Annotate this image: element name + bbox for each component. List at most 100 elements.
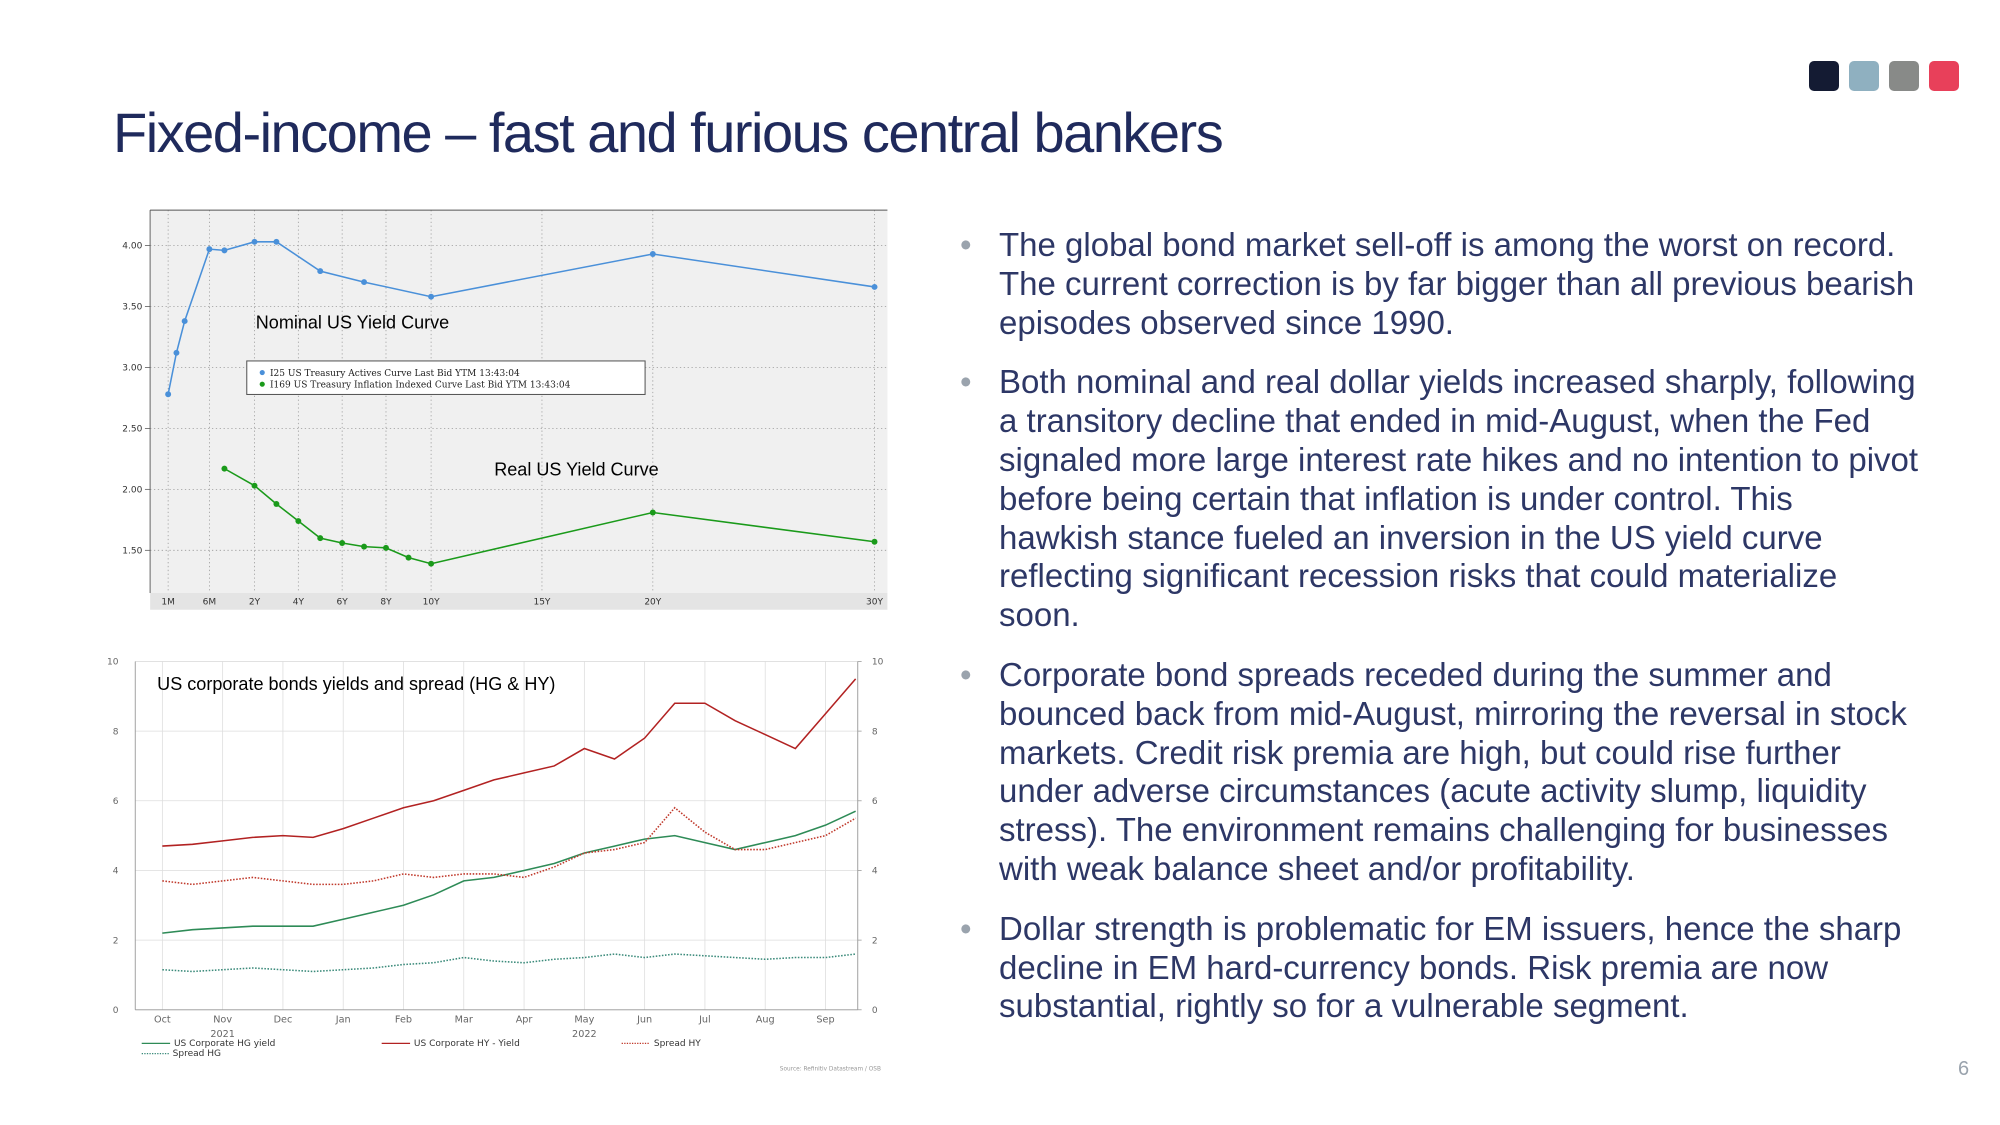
axis-strip [150, 592, 888, 610]
data-point [871, 283, 878, 290]
x-tick-label: Jan [335, 1015, 351, 1026]
legend-label: I25 US Treasury Actives Curve Last Bid Y… [270, 369, 520, 379]
legend-label: US Corporate HG yield [174, 1039, 275, 1049]
x-tick-label: 20Y [644, 598, 661, 608]
y-tick-label: 2.50 [122, 425, 142, 435]
x-sublabel: 2022 [572, 1029, 597, 1040]
y-tick-label: 8 [113, 727, 119, 737]
brand-square [1929, 61, 1959, 91]
data-point [361, 543, 368, 550]
data-point [181, 318, 188, 325]
y-tick-label: 6 [113, 797, 119, 807]
data-point [361, 279, 368, 286]
x-sublabel: 2021 [210, 1029, 235, 1040]
source: Source: Refinitiv Datastream / OSB [780, 1066, 881, 1072]
data-point [295, 518, 302, 525]
x-tick-label: 8Y [380, 598, 392, 608]
data-point [383, 544, 389, 551]
x-tick-label: Mar [455, 1015, 473, 1026]
y-tick-label: 10 [107, 658, 119, 668]
x-tick-label: Aug [756, 1015, 775, 1026]
data-point [649, 251, 656, 257]
data-point [317, 268, 324, 275]
legend-marker [259, 381, 265, 387]
x-tick-label: 6M [203, 598, 217, 608]
yield-curve-chart: 1.50 2.00 2.50 3.00 3.50 4.00 1M 6M 2Y 4Y 6Y 8Y 10Y 1… [114, 209, 888, 610]
y-tick-label: 3.00 [122, 364, 142, 374]
data-point [173, 349, 180, 356]
corporate-bond-chart: 0 2 4 6 8 10 0 2 4 6 8 10 Oct Nov Dec Jan Feb Mar Apr May Ju… [107, 658, 884, 1073]
x-tick-label: Jul [698, 1015, 711, 1026]
page-number: 6 [1958, 1058, 1970, 1080]
x-tick-label: 4Y [293, 598, 305, 608]
series-line [224, 467, 875, 565]
brand-square [1889, 61, 1919, 91]
slide-title: Fixed-income – fast and furious central … [113, 101, 1224, 164]
bullet-list: The global bond market sell-off is among… [960, 226, 1920, 1047]
label-strip [114, 210, 151, 610]
x-tick-label: Jun [636, 1015, 652, 1026]
x-tick-label: Apr [516, 1015, 533, 1026]
y2-tick-label: 4 [872, 867, 878, 877]
y-tick-label: 4 [113, 867, 119, 877]
x-tick-label: Nov [213, 1015, 232, 1026]
legend-box [246, 360, 646, 395]
data-point [251, 482, 258, 489]
y2-tick-label: 0 [872, 1006, 878, 1016]
legend-label: US Corporate HY - Yield [414, 1039, 520, 1049]
x-tick-label: Feb [395, 1015, 412, 1026]
data-point [221, 247, 228, 254]
data-point [206, 246, 213, 253]
data-point [405, 554, 412, 561]
y2-tick-label: 10 [872, 658, 884, 668]
x-tick-label: Dec [274, 1015, 293, 1026]
y-tick-label: 2.00 [122, 486, 142, 496]
data-point [649, 509, 656, 516]
x-tick-label: 15Y [533, 598, 550, 608]
x-tick-label: 10Y [423, 598, 440, 608]
x-tick-label: 2Y [249, 598, 261, 608]
legend-marker [259, 369, 265, 376]
x-tick-label: 30Y [866, 598, 883, 608]
series-line [162, 953, 856, 973]
bullet: Corporate bond spreads receded during th… [960, 656, 1920, 889]
data-point [317, 535, 324, 542]
annotation: Real US Yield Curve [494, 460, 658, 480]
data-point [251, 238, 258, 245]
bullet: Both nominal and real dollar yields incr… [960, 363, 1920, 635]
data-point [428, 293, 435, 300]
x-tick-label: Oct [154, 1015, 171, 1026]
series-line [167, 241, 875, 395]
y-tick-label: 2 [113, 936, 119, 946]
y-tick-label: 0 [113, 1006, 119, 1016]
legend-label: Spread HY [654, 1039, 701, 1049]
data-point [428, 560, 435, 567]
bullet: The global bond market sell-off is among… [960, 226, 1920, 342]
series-line [162, 810, 856, 934]
y-tick-label: 4.00 [122, 242, 142, 252]
x-tick-label: May [574, 1015, 594, 1026]
x-tick-label: Sep [816, 1015, 834, 1026]
y2-tick-label: 8 [872, 727, 878, 737]
series-line [162, 678, 857, 847]
data-point [273, 501, 280, 507]
legend-label: Spread HG [173, 1049, 221, 1059]
y2-tick-label: 2 [872, 936, 878, 946]
brand-square [1809, 61, 1839, 91]
legend-label: I169 US Treasury Inflation Indexed Curve… [270, 380, 571, 390]
data-point [871, 538, 878, 545]
brand-square [1849, 61, 1879, 91]
chart-title: US corporate bonds yields and spread (HG… [157, 674, 555, 694]
data-point [221, 465, 228, 472]
y-tick-label: 3.50 [122, 303, 142, 313]
x-tick-label: 1M [161, 598, 175, 608]
data-point [339, 540, 346, 546]
x-tick-label: 6Y [337, 598, 349, 608]
y2-tick-label: 6 [872, 797, 878, 807]
plot-background [150, 210, 888, 593]
data-point [273, 238, 280, 245]
bullet: Dollar strength is problematic for EM is… [960, 910, 1920, 1026]
data-point [165, 391, 172, 398]
annotation: Nominal US Yield Curve [256, 313, 449, 333]
